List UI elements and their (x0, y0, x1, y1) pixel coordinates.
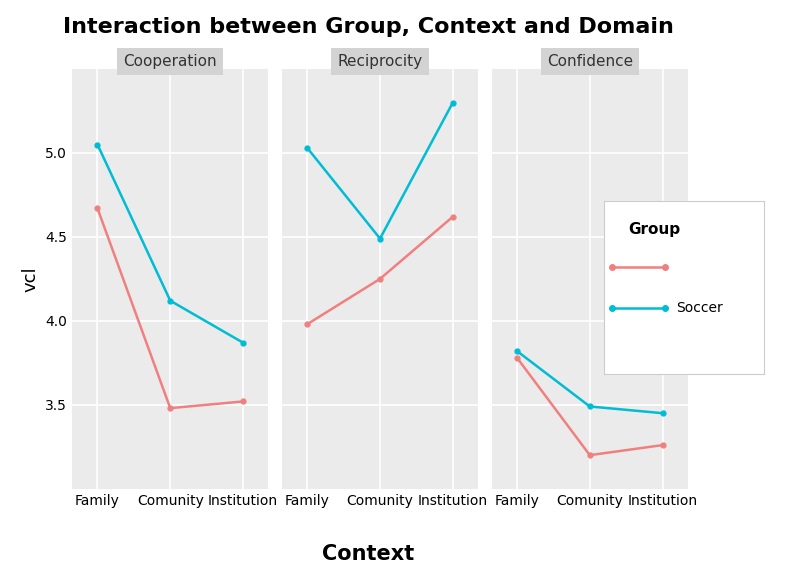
Text: Group: Group (628, 222, 680, 237)
Text: Context: Context (322, 543, 414, 564)
Y-axis label: vcl: vcl (22, 266, 40, 292)
Title: Reciprocity: Reciprocity (338, 54, 422, 69)
Text: Interaction between Group, Context and Domain: Interaction between Group, Context and D… (62, 17, 674, 37)
Text: Soccer: Soccer (676, 301, 722, 315)
Title: Cooperation: Cooperation (123, 54, 217, 69)
Title: Confidence: Confidence (546, 54, 633, 69)
